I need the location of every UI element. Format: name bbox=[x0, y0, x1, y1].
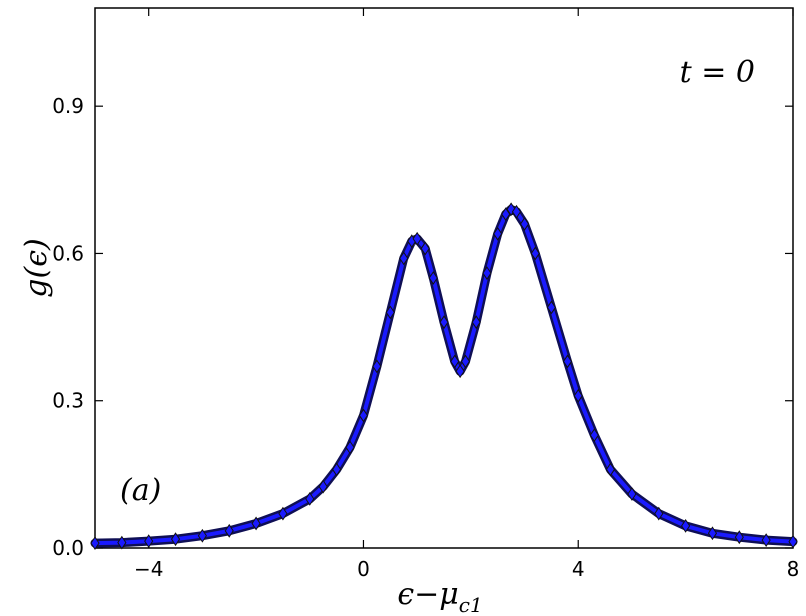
data-point bbox=[501, 207, 511, 222]
data-point bbox=[224, 523, 234, 538]
data-point bbox=[385, 305, 395, 320]
x-axis-label-main: ϵ−μ bbox=[397, 577, 458, 612]
data-point bbox=[654, 506, 664, 521]
data-point bbox=[117, 535, 127, 550]
annotation-time: t = 0 bbox=[680, 55, 755, 90]
data-point bbox=[345, 440, 355, 455]
data-point bbox=[589, 428, 599, 442]
data-point bbox=[605, 462, 616, 477]
x-axis-label: ϵ−μc1 bbox=[397, 577, 482, 616]
x-tick-label: 8 bbox=[787, 557, 800, 581]
data-point bbox=[420, 241, 430, 256]
data-point bbox=[170, 532, 181, 547]
data-point bbox=[511, 204, 522, 219]
data-point bbox=[734, 530, 744, 545]
y-tick-label: 0.0 bbox=[52, 536, 84, 560]
data-point bbox=[372, 359, 382, 374]
data-point bbox=[573, 388, 583, 403]
data-point bbox=[460, 354, 471, 369]
data-point bbox=[788, 534, 798, 549]
y-tick-label: 0.9 bbox=[52, 94, 84, 118]
data-layer bbox=[90, 202, 798, 550]
series-line bbox=[94, 207, 794, 546]
annotation-panel-label: (a) bbox=[120, 473, 161, 508]
ticks-group: −4 0 4 8 0.0 0.3 0.6 0.9 bbox=[52, 8, 799, 581]
data-point bbox=[358, 408, 369, 423]
data-point bbox=[439, 315, 449, 330]
series-band bbox=[90, 204, 798, 548]
data-point bbox=[332, 462, 342, 477]
data-point bbox=[251, 516, 261, 531]
data-point bbox=[482, 266, 492, 280]
data-point bbox=[627, 487, 637, 501]
data-point bbox=[493, 226, 503, 241]
data-point bbox=[681, 519, 691, 533]
data-point bbox=[90, 536, 100, 550]
data-point bbox=[530, 246, 540, 261]
data-point bbox=[562, 354, 573, 369]
data-point bbox=[546, 300, 556, 315]
data-point bbox=[305, 492, 315, 506]
data-point bbox=[399, 251, 409, 266]
plot-frame bbox=[94, 7, 794, 549]
x-tick-label: −4 bbox=[134, 557, 163, 581]
data-point bbox=[144, 534, 154, 549]
y-axis-label: g(ϵ) bbox=[19, 238, 54, 297]
data-point bbox=[471, 315, 481, 330]
data-point bbox=[519, 217, 530, 231]
data-point bbox=[761, 533, 771, 548]
data-point bbox=[318, 479, 328, 494]
data-point bbox=[412, 231, 422, 246]
y-tick-label: 0.3 bbox=[52, 389, 84, 413]
data-point bbox=[278, 506, 288, 521]
data-point bbox=[428, 271, 438, 285]
data-point bbox=[707, 526, 718, 541]
data-point bbox=[197, 528, 207, 543]
x-tick-label: 0 bbox=[357, 557, 370, 581]
x-axis-label-sub: c1 bbox=[459, 593, 483, 616]
data-point bbox=[450, 354, 460, 369]
x-tick-label: 4 bbox=[572, 557, 585, 581]
data-point bbox=[455, 364, 465, 379]
y-tick-label: 0.6 bbox=[52, 241, 84, 265]
